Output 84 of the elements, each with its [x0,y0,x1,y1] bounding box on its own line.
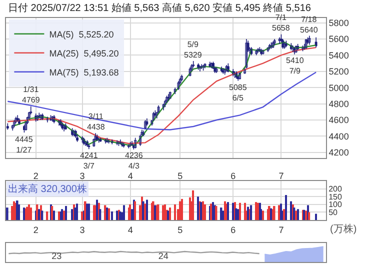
bar [84,201,86,220]
bar [129,204,132,220]
y-tick-label: 4600 [328,115,349,126]
y-tick-label: 5800 [328,18,349,28]
legend-label: MA(5) 5,525.20 [49,29,114,40]
bar [197,196,199,220]
legend-label: MA(25) 5,495.20 [49,48,119,58]
x-tick-label: 4 [128,224,133,235]
bar [18,204,20,220]
bar [290,201,292,220]
bar [86,204,88,220]
x-tick-label: 5 [178,224,183,235]
bar [308,212,310,220]
x-tick-label: 2 [33,224,38,235]
y-tick-label: 100 [328,200,342,210]
bar [41,210,44,220]
annotation: 5/9 5329 [184,40,202,60]
bar [250,205,252,220]
bar [164,204,166,220]
y-tick-label: 150 [328,192,342,202]
bar [30,208,32,220]
bar [146,200,148,220]
bar [76,204,78,220]
bar [88,204,90,220]
annotation: 4241 3/7 [80,151,98,170]
bar [220,208,222,220]
y-tick-label: 5000 [328,82,349,93]
x-tick-label: 23 [52,251,62,261]
bar [162,205,164,220]
annotation: 3/11 4438 [87,112,106,132]
legend-label: MA(75) 5,193.68 [49,67,119,78]
bar [71,209,73,220]
y-tick-label: 4200 [328,148,349,158]
bar [247,206,249,220]
bar [192,190,194,220]
bar [144,204,146,220]
annotation: 4445 1/27 [15,135,34,154]
bar [181,198,183,220]
bar [268,206,270,220]
y-tick-label: 4800 [328,98,349,109]
annotation: 5410 7/9 [286,56,304,76]
y-tick-label: 5400 [328,50,349,60]
x-tick-label: 4 [128,170,133,181]
y-tick-label: 5200 [328,66,349,77]
bar [285,195,287,220]
y-tick-label: 5600 [328,34,349,44]
bar [36,204,38,220]
bar [315,214,317,220]
bar [111,211,113,220]
y-tick-label: 4400 [328,131,349,142]
x-tick-label: 24 [158,251,168,261]
x-tick-label: 6 [230,170,236,181]
x-tick-label: 7 [278,224,284,235]
bar [174,204,176,220]
bar [179,201,181,220]
y-axis-title: (万株) [330,223,357,235]
bar [255,202,258,220]
bar [65,206,67,220]
x-tick-label: 3 [80,224,85,235]
bar [38,209,40,220]
bar [96,200,98,220]
bar [123,205,125,220]
bar [46,211,48,220]
chart-title: 日付 2025/07/22 13:51 始値 5,563 高値 5,620 安値 5,495 終値 5,516 [8,2,312,14]
bar [104,205,106,220]
x-tick-label: 7 [278,170,284,181]
bar [273,206,276,220]
bar [169,208,171,220]
x-tick-label: 2 [33,170,38,181]
bar [53,210,55,220]
bar [237,209,239,220]
y-tick-label: 50 [328,208,338,218]
bar [204,204,206,220]
x-tick-label: 5 [178,170,183,181]
bar [239,202,241,220]
chart-title: 出来高 320,300株 [8,183,87,195]
bar [6,208,8,220]
x-tick-label: 6 [230,224,236,235]
annotation: 4236 4/3 [125,151,144,170]
annotation: 5085 6/5 [229,83,248,102]
y-tick-label: 200 [328,184,342,194]
x-tick-label: 3 [80,170,85,181]
annotation: 1/31 4769 [22,85,40,104]
bar [222,210,224,220]
